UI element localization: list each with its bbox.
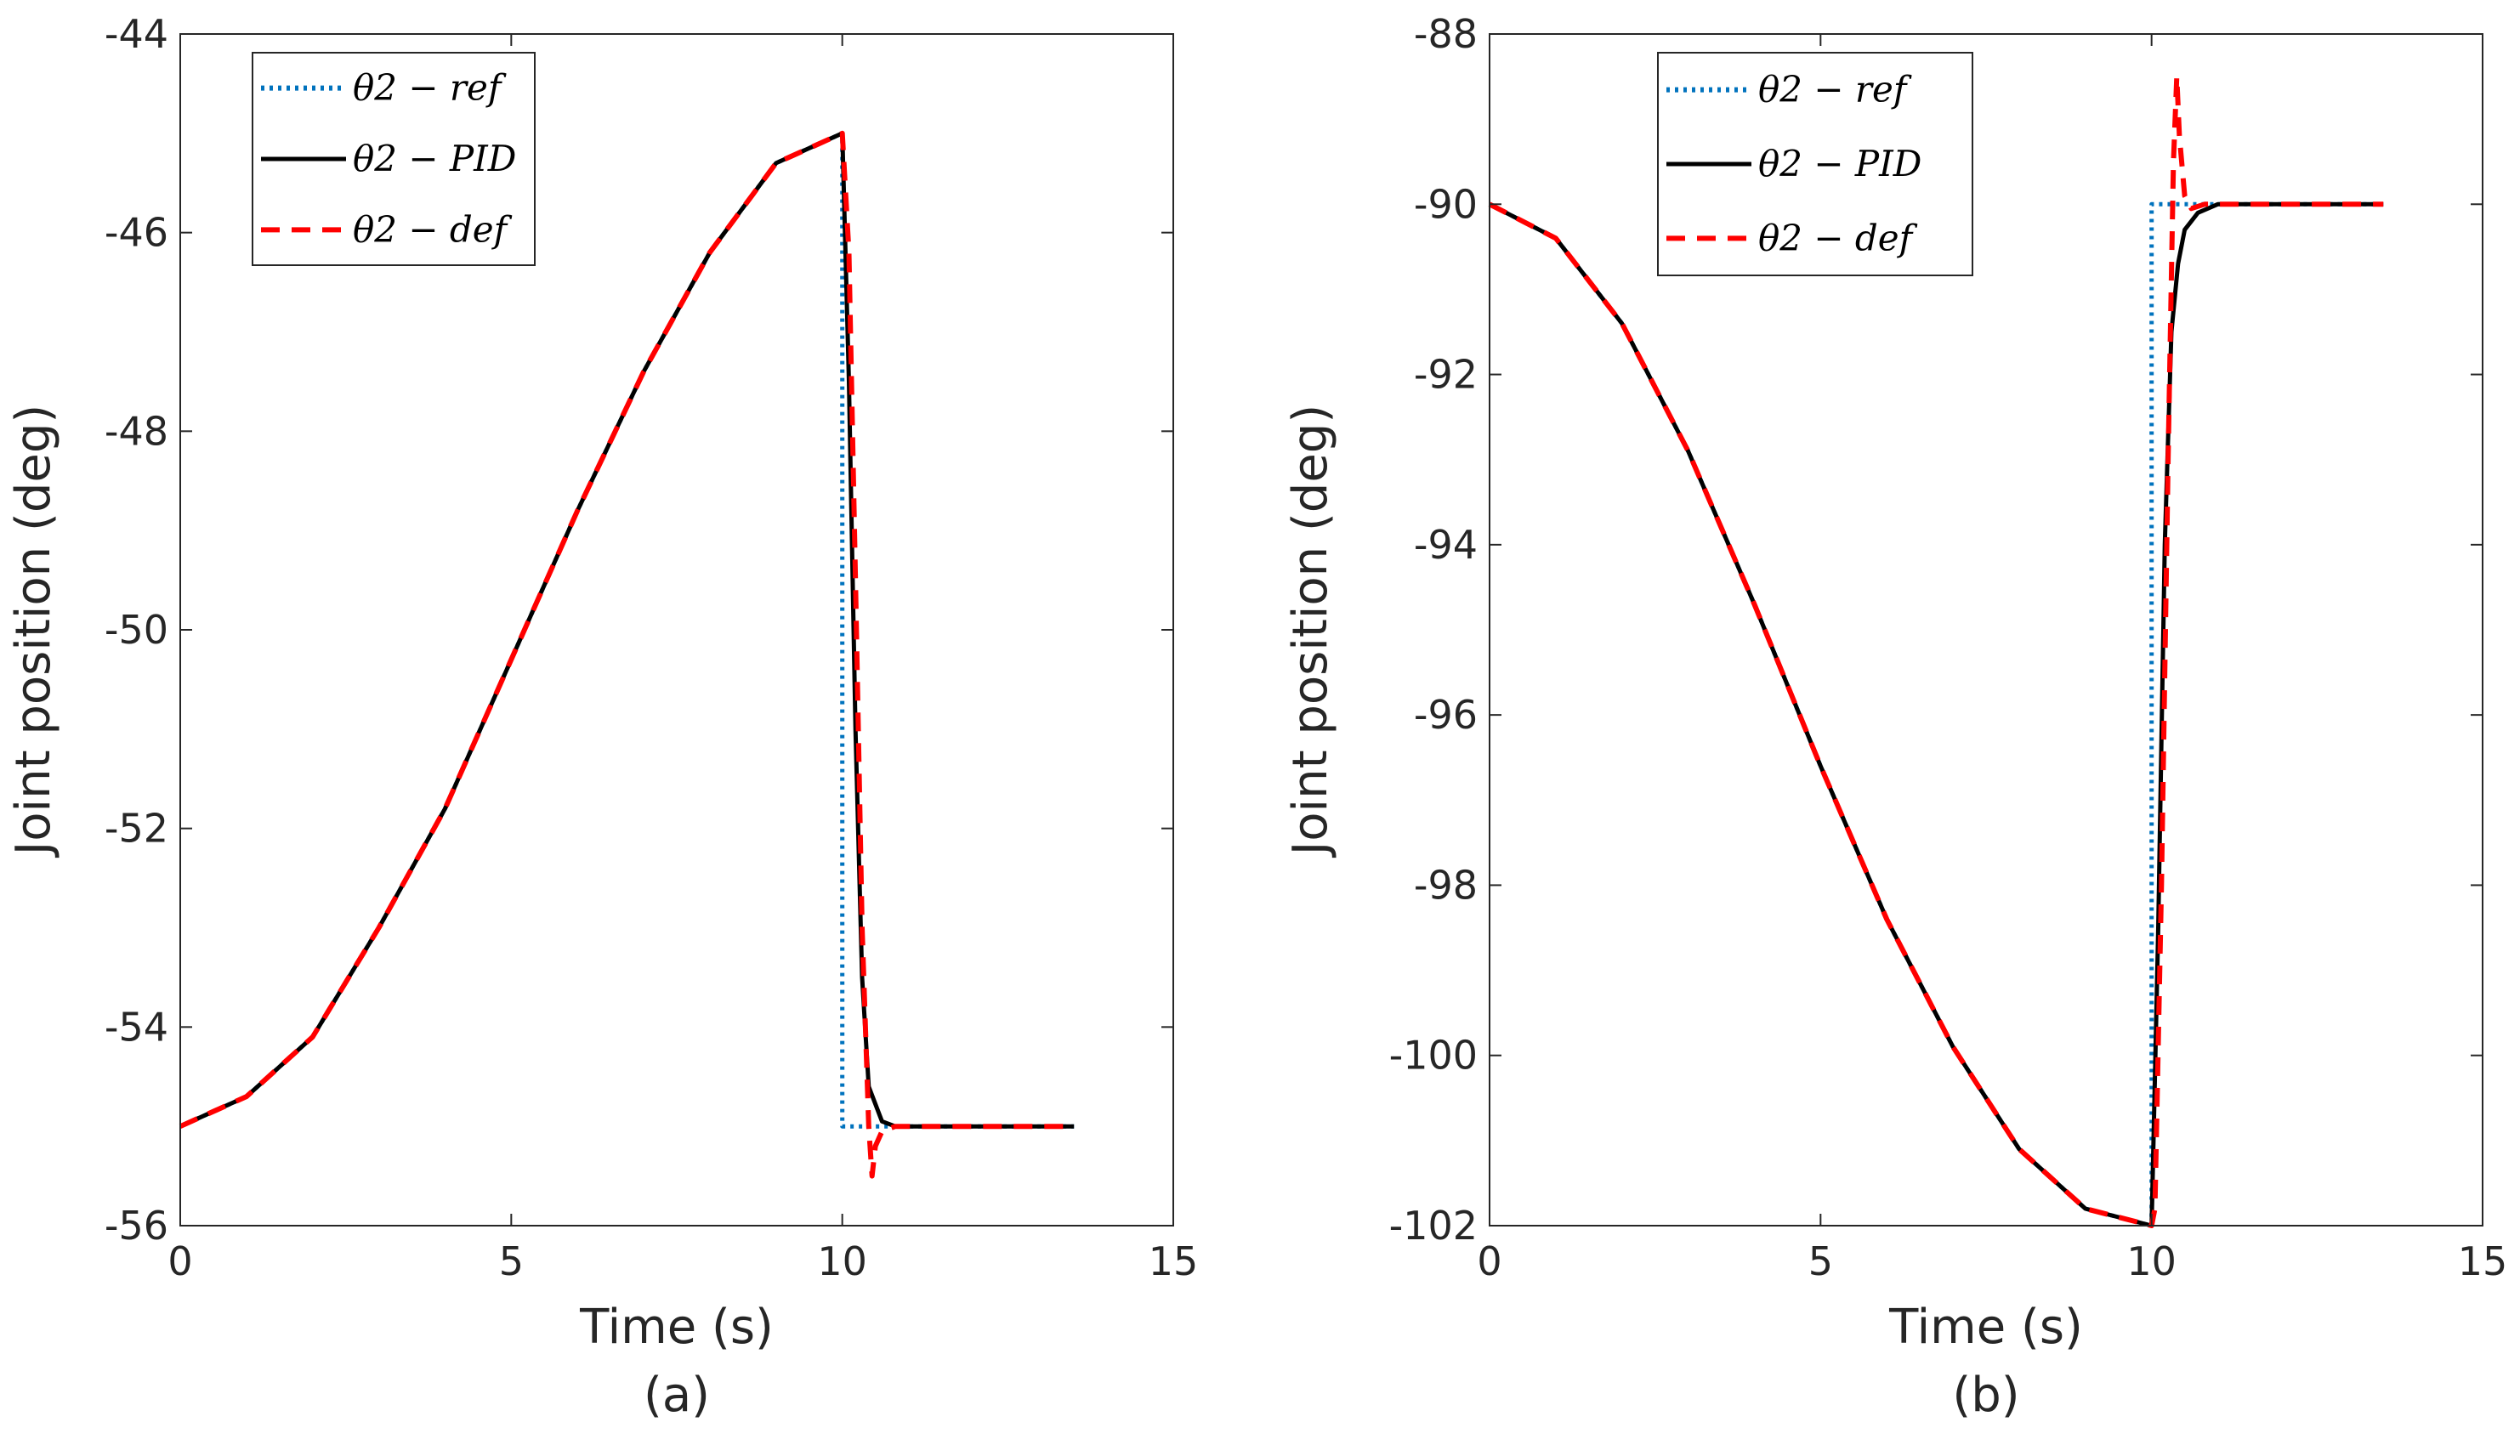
y-tick-label: -56 [105, 1203, 168, 1249]
series-line-solid [179, 131, 1075, 1129]
x-tick-label: 5 [1808, 1238, 1833, 1284]
x-axis-label: Time (s) [1888, 1300, 2083, 1355]
y-tick-label: -54 [105, 1004, 168, 1050]
x-tick-label: 0 [1477, 1238, 1501, 1284]
panel-caption: (a) [644, 1368, 710, 1423]
y-tick-label: -88 [1414, 11, 1478, 57]
y-tick-label: -102 [1389, 1203, 1478, 1249]
y-tick-label: -92 [1414, 352, 1478, 398]
legend-label: θ2 − PID [353, 138, 516, 179]
plot-area [1490, 34, 2483, 1226]
legend: θ2 − ref θ2 − PID θ2 − def [1657, 52, 1973, 276]
legend: θ2 − ref θ2 − PID θ2 − def [252, 52, 536, 266]
panel-b: 0 5 10 15 -102 -100 -98 -96 -94 -92 -90 -88 Time (s)… [1283, 11, 2507, 1423]
x-axis-label: Time (s) [579, 1300, 774, 1355]
legend-label: θ2 − def [1758, 217, 1918, 258]
y-tick-label: -98 [1414, 862, 1478, 908]
y-tick-label: -50 [105, 607, 168, 653]
x-tick-label: 10 [2126, 1238, 2177, 1284]
series-group [179, 130, 1075, 1179]
y-tick-label: -48 [105, 408, 168, 454]
x-tick-label: 5 [499, 1238, 524, 1284]
series-line-dashed [179, 130, 1075, 1179]
legend-label: θ2 − ref [1758, 69, 1912, 110]
y-tick-label: -46 [105, 210, 168, 256]
x-tick-label: 15 [2458, 1238, 2508, 1284]
y-tick-label: -52 [105, 806, 168, 852]
y-axis-label: Joint position (deg) [1283, 405, 1338, 858]
series-line-solid [1488, 201, 2384, 1228]
y-axis-label: Joint position (deg) [6, 405, 61, 858]
legend-label: θ2 − def [353, 208, 513, 250]
axes-box [1489, 33, 2483, 1227]
x-tick-label: 15 [1149, 1238, 1199, 1284]
x-tick-label: 0 [167, 1238, 192, 1284]
y-tick-label: -96 [1414, 692, 1478, 738]
y-tick-label: -94 [1414, 522, 1478, 568]
panel-caption: (b) [1952, 1368, 2019, 1423]
panel-a: 0 5 10 15 -56 -54 -52 -50 -48 -46 -44 Time (s) Joint… [6, 11, 1198, 1423]
legend-label: θ2 − ref [353, 67, 507, 109]
y-tick-label: -44 [105, 11, 168, 57]
y-tick-label: -100 [1389, 1033, 1478, 1079]
x-tick-label: 10 [817, 1238, 867, 1284]
legend-label: θ2 − PID [1758, 143, 1921, 184]
y-tick-label: -90 [1414, 181, 1478, 227]
